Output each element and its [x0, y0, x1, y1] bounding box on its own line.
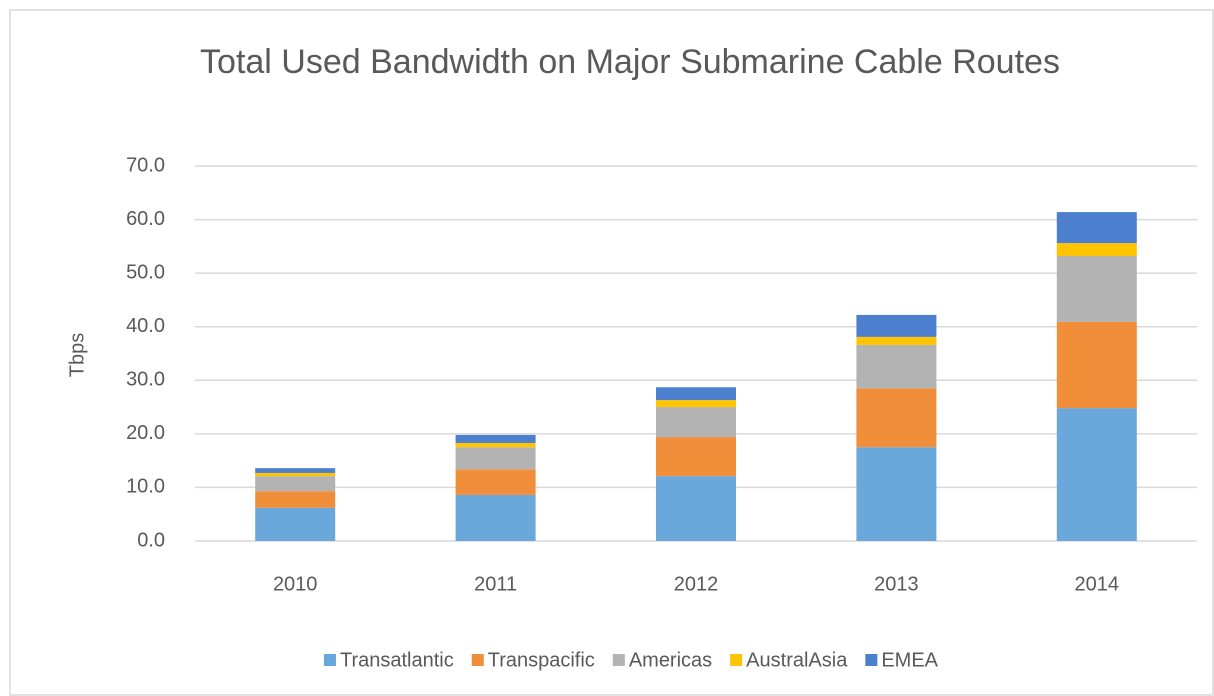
y-tick-label: 10.0	[126, 476, 165, 498]
chart-title: Total Used Bandwidth on Major Submarine …	[200, 43, 1060, 81]
bar-segment	[856, 447, 937, 541]
bar-segment	[656, 407, 736, 438]
y-tick-label: 20.0	[126, 422, 165, 444]
x-tick-label: 2011	[474, 573, 517, 595]
bar-segment	[455, 469, 536, 495]
bar-segment	[255, 476, 336, 492]
bar-segment	[656, 437, 736, 477]
legend-swatch	[612, 654, 625, 666]
y-axis-label: Tbps	[66, 333, 88, 377]
legend-label: EMEA	[881, 649, 938, 671]
x-tick-label: 2012	[674, 573, 719, 595]
bar-segment	[255, 507, 336, 541]
y-tick-label: 30.0	[126, 369, 165, 391]
bar-segment	[856, 344, 937, 389]
bar-segment	[1056, 256, 1137, 322]
y-tick-label: 40.0	[126, 315, 165, 337]
bar-segment	[1056, 212, 1137, 244]
y-tick-label: 70.0	[126, 154, 165, 176]
bar-segment	[455, 434, 536, 443]
bar-segment	[656, 400, 736, 408]
y-tick-label: 60.0	[126, 208, 165, 230]
legend-swatch	[865, 654, 878, 666]
chart-frame	[9, 9, 1214, 696]
bar-segment	[1056, 321, 1137, 409]
bar-segment	[255, 491, 336, 508]
bar-segment	[1056, 243, 1137, 256]
x-tick-label: 2010	[273, 573, 318, 595]
bar-segment	[455, 494, 536, 541]
bar-segment	[656, 387, 736, 401]
bar-segment	[856, 314, 937, 337]
x-tick-label: 2013	[874, 573, 919, 595]
legend-label: AustralAsia	[746, 649, 848, 671]
legend-label: Transpacific	[488, 649, 595, 671]
legend-label: Transatlantic	[340, 649, 454, 671]
x-tick-label: 2014	[1075, 573, 1120, 595]
bar-segment	[656, 476, 736, 541]
bar-segment	[856, 388, 937, 448]
legend-label: Americas	[629, 649, 712, 671]
legend-swatch	[323, 654, 336, 666]
bar-segment	[455, 447, 536, 470]
bar-segment	[455, 442, 536, 448]
bar-segment	[856, 336, 937, 345]
legend-swatch	[730, 654, 743, 666]
bar-segment	[255, 472, 336, 477]
y-tick-label: 0.0	[137, 529, 165, 551]
legend-swatch	[471, 654, 484, 666]
bar-segment	[255, 468, 336, 473]
y-tick-label: 50.0	[126, 261, 165, 283]
bar-segment	[1056, 408, 1137, 541]
